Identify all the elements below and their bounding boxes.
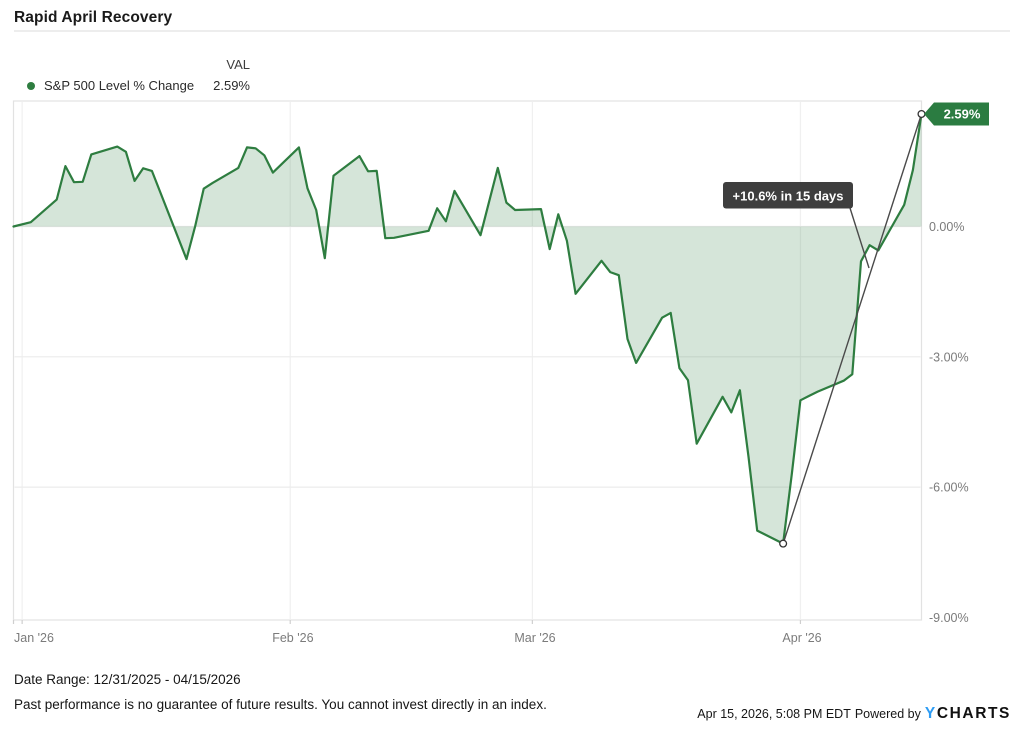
plot-border [12, 100, 923, 621]
x-axis-labels: Jan '26 Feb '26 Mar '26 Apr '26 [12, 620, 822, 645]
y-tick-label: -6.00% [929, 481, 969, 495]
y-axis-labels: 0.00% -3.00% -6.00% -9.00% [929, 220, 969, 625]
x-tick-label: Feb '26 [272, 631, 313, 645]
measure-line [782, 113, 923, 544]
point-marker [779, 539, 788, 548]
price-chart[interactable]: +10.6% in 15 days 2.59% 0.00% -3.00% -6.00% -… [0, 0, 1024, 655]
gridlines [14, 102, 921, 619]
legend-val-header: VAL [226, 57, 250, 72]
point-marker [917, 109, 926, 119]
callout-tooltip: +10.6% in 15 days [723, 182, 853, 209]
callout-pointer-line [849, 207, 870, 269]
disclaimer-text: Past performance is no guarantee of futu… [14, 697, 547, 712]
ycharts-logo-y: Y [924, 705, 937, 722]
footer-meta: Apr 15, 2026, 5:08 PM EDT Powered by YCH… [697, 706, 1011, 722]
x-tick-label: Mar '26 [514, 631, 555, 645]
series-dot-icon [27, 81, 35, 90]
ycharts-logo-rest: CHARTS [936, 705, 1011, 722]
x-tick-label: Apr '26 [782, 631, 821, 645]
y-tick-label: -9.00% [929, 611, 969, 625]
end-badge-label: 2.59% [944, 106, 981, 121]
page-title: Rapid April Recovery [14, 9, 173, 26]
date-range-label: Date Range: 12/31/2025 - 04/15/2026 [14, 672, 241, 687]
ycharts-logo: YCHARTS [925, 706, 1011, 722]
legend-series-row[interactable]: S&P 500 Level % Change [27, 78, 194, 93]
powered-by-label: Powered by [854, 707, 921, 721]
x-tick-label: Jan '26 [14, 631, 54, 645]
y-tick-label: 0.00% [929, 220, 964, 234]
timestamp-text: Apr 15, 2026, 5:08 PM EDT [697, 707, 851, 721]
legend-series-value: 2.59% [213, 78, 250, 93]
title-divider [14, 30, 1010, 32]
y-tick-label: -3.00% [929, 350, 969, 364]
end-badge: 2.59% [924, 102, 989, 126]
callout-label: +10.6% in 15 days [733, 189, 844, 204]
legend-series-label: S&P 500 Level % Change [44, 78, 195, 93]
area-fill [13, 114, 922, 544]
